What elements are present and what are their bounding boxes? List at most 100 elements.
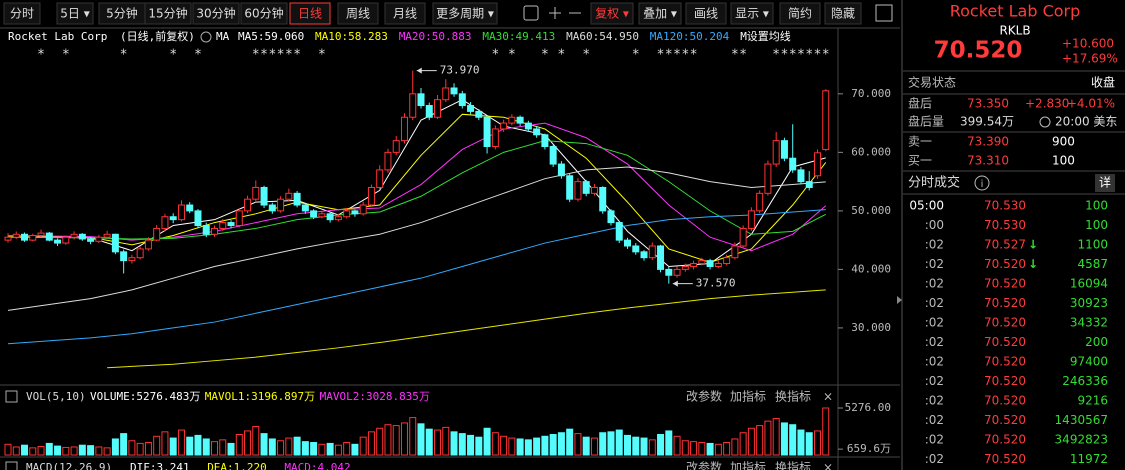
tab-label[interactable]: 画线 (694, 7, 718, 21)
tab[interactable] (289, 2, 331, 25)
volume-bar (351, 443, 359, 456)
candle-body (723, 257, 731, 265)
tab[interactable] (824, 2, 862, 25)
tab[interactable] (240, 2, 288, 25)
detail-button[interactable] (1095, 174, 1115, 192)
candle-body (54, 239, 62, 244)
volume-bar (343, 442, 351, 456)
candle-body (772, 140, 780, 165)
tab-label[interactable]: 日线 (298, 7, 322, 21)
event-marker: * (666, 48, 673, 63)
volume-bar (508, 437, 516, 456)
tab[interactable] (384, 2, 426, 25)
tab-label[interactable]: 显示 ▾ (735, 7, 769, 21)
volume-bar (524, 439, 532, 456)
panel-button[interactable]: 加指标 (730, 389, 766, 404)
tab-label[interactable]: 5日 ▾ (60, 7, 89, 21)
tab-label[interactable]: 复权 ▾ (595, 7, 629, 21)
collapse-arrow[interactable] (897, 296, 902, 304)
volume-bar (128, 440, 136, 456)
candle-body (813, 152, 821, 177)
volume-bar (392, 425, 400, 456)
tab-label[interactable]: 60分钟 (244, 6, 283, 21)
panel-button[interactable]: × (823, 461, 833, 470)
tab[interactable] (590, 2, 634, 25)
tab[interactable] (3, 2, 41, 25)
panel-button[interactable]: 改参数 (686, 389, 722, 404)
tab-label[interactable]: 15分钟 (148, 6, 187, 21)
tab[interactable] (56, 2, 94, 25)
tab-label[interactable]: 5分钟 (106, 6, 138, 21)
tab-label[interactable]: 分时 (10, 7, 34, 21)
tab[interactable] (192, 2, 240, 25)
legend-box[interactable] (5, 390, 18, 403)
volume-bar (120, 433, 128, 456)
settings-icon[interactable] (200, 31, 212, 43)
trade-price: 70.520 (984, 257, 1026, 271)
info-icon: i (981, 179, 984, 190)
tab-label[interactable]: 更多周期 ▾ (436, 7, 494, 21)
volume-bar (45, 442, 53, 456)
candle-body (417, 93, 425, 107)
tab-label[interactable]: 30分钟 (196, 6, 235, 21)
after-pct: +4.01% (1067, 97, 1115, 111)
trade-price: 70.520 (984, 394, 1026, 408)
panel-button[interactable]: 加指标 (730, 460, 766, 470)
volume-bar (29, 447, 37, 456)
panel-button[interactable]: 换指标 (775, 389, 811, 404)
tab-label[interactable]: 叠加 ▾ (643, 7, 677, 21)
event-marker: * (806, 48, 813, 63)
candle-body (698, 260, 706, 265)
volume-bar (607, 431, 615, 456)
candle-body (549, 146, 557, 165)
candle-body (103, 233, 111, 238)
tab-label[interactable]: 隐藏 (831, 7, 855, 21)
detail-button[interactable]: 详 (1099, 175, 1111, 190)
candle-body (665, 268, 673, 276)
tab[interactable] (432, 2, 498, 25)
volume-bar (648, 439, 656, 456)
tab[interactable] (144, 2, 192, 25)
candle-body (78, 233, 86, 240)
tab[interactable] (685, 2, 727, 25)
annotation-label: 73.970 (440, 64, 480, 77)
candle-body (467, 105, 475, 112)
panel-button[interactable]: × (823, 390, 833, 404)
change: +10.600 (1062, 37, 1114, 51)
candle-body (87, 238, 95, 242)
volume-bar (590, 437, 598, 456)
volume-bar (549, 434, 557, 456)
candle-body (450, 87, 458, 95)
candle-body (640, 251, 648, 259)
tab[interactable] (730, 2, 774, 25)
event-marker: * (120, 48, 127, 63)
icon[interactable] (875, 4, 893, 22)
trade-volume: 97400 (1070, 355, 1108, 369)
candle-body (37, 232, 45, 236)
tab-label[interactable]: 月线 (393, 7, 417, 21)
volume-bar (260, 433, 268, 456)
legend-box[interactable] (5, 461, 18, 470)
candle-body (747, 210, 755, 229)
trade-volume: 16094 (1070, 277, 1108, 291)
panel-button[interactable]: 改参数 (686, 460, 722, 470)
trade-time: :02 (925, 316, 944, 330)
trade-price: 70.520 (984, 433, 1026, 447)
event-marker: * (509, 48, 516, 63)
volume-bar (665, 430, 673, 456)
icon[interactable] (523, 5, 539, 21)
tab[interactable] (337, 2, 379, 25)
panel-button[interactable]: 换指标 (775, 460, 811, 470)
candle-body (508, 116, 516, 124)
tab[interactable] (779, 2, 821, 25)
tab-label[interactable]: 周线 (346, 7, 370, 21)
clock-icon (1039, 116, 1051, 128)
info-icon[interactable] (974, 175, 990, 191)
tab[interactable] (638, 2, 682, 25)
tab-label[interactable]: 简约 (788, 6, 812, 21)
candle-body (351, 210, 359, 215)
candle-body (541, 134, 549, 148)
volume-bar (409, 417, 417, 456)
volume-bar (103, 447, 111, 456)
volume-bar (541, 435, 549, 456)
